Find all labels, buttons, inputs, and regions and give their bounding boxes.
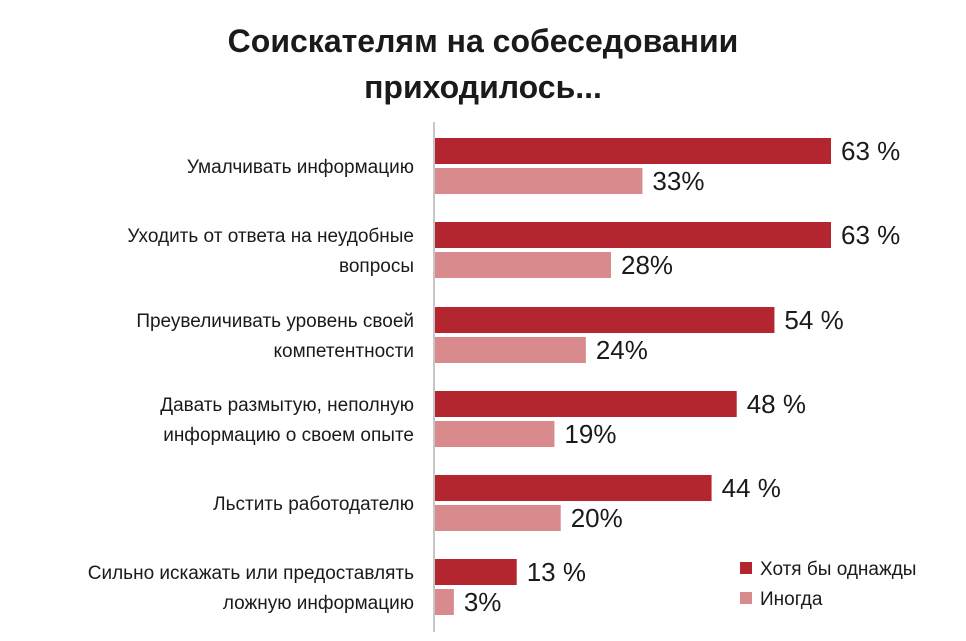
- chart-title-line-2: приходилось...: [364, 69, 602, 105]
- data-label-once-3: 54 %: [784, 305, 843, 335]
- bar-once-1: [435, 138, 831, 164]
- bar-once-2: [435, 222, 831, 248]
- category-label-2-line-2: вопросы: [339, 256, 414, 277]
- legend-label-sometimes: Иногда: [760, 589, 823, 610]
- bar-sometimes-2: [435, 252, 611, 278]
- data-label-sometimes-2: 28%: [621, 250, 673, 280]
- data-label-sometimes-4: 19%: [564, 419, 616, 449]
- category-label-5: Льстить работодателю: [213, 494, 414, 515]
- chart-title: Соискателям на собеседовании приходилось…: [0, 18, 966, 110]
- bar-sometimes-4: [435, 421, 555, 447]
- bar-once-6: [435, 559, 517, 585]
- category-label-2-line-1: Уходить от ответа на неудобные: [127, 226, 414, 247]
- legend-swatch-sometimes: [740, 592, 752, 604]
- data-label-sometimes-1: 33%: [652, 166, 704, 196]
- data-label-once-4: 48 %: [747, 389, 806, 419]
- bar-once-3: [435, 307, 775, 333]
- bar-sometimes-5: [435, 505, 561, 531]
- data-label-sometimes-5: 20%: [571, 503, 623, 533]
- bar-sometimes-1: [435, 168, 643, 194]
- data-label-once-1: 63 %: [841, 136, 900, 166]
- data-label-once-5: 44 %: [722, 473, 781, 503]
- bar-sometimes-3: [435, 337, 586, 363]
- legend-label-once: Хотя бы однажды: [760, 559, 916, 580]
- data-label-once-6: 13 %: [527, 557, 586, 587]
- category-label-3-line-1: Преувеличивать уровень своей: [136, 311, 414, 332]
- data-label-once-2: 63 %: [841, 220, 900, 250]
- bar-once-4: [435, 391, 737, 417]
- data-label-sometimes-6: 3%: [464, 587, 502, 617]
- category-label-6-line-1: Сильно искажать или предоставлять: [88, 563, 414, 584]
- legend-swatch-once: [740, 562, 752, 574]
- category-label-4-line-2: информацию о своем опыте: [163, 425, 414, 446]
- category-label-1: Умалчивать информацию: [187, 157, 414, 178]
- data-label-sometimes-3: 24%: [596, 335, 648, 365]
- chart-title-line-1: Соискателям на собеседовании: [227, 23, 739, 59]
- bar-sometimes-6: [435, 589, 454, 615]
- category-label-4-line-1: Давать размытую, неполную: [160, 395, 414, 416]
- bar-once-5: [435, 475, 712, 501]
- category-label-6-line-2: ложную информацию: [223, 593, 414, 614]
- category-label-3-line-2: компетентности: [273, 341, 414, 362]
